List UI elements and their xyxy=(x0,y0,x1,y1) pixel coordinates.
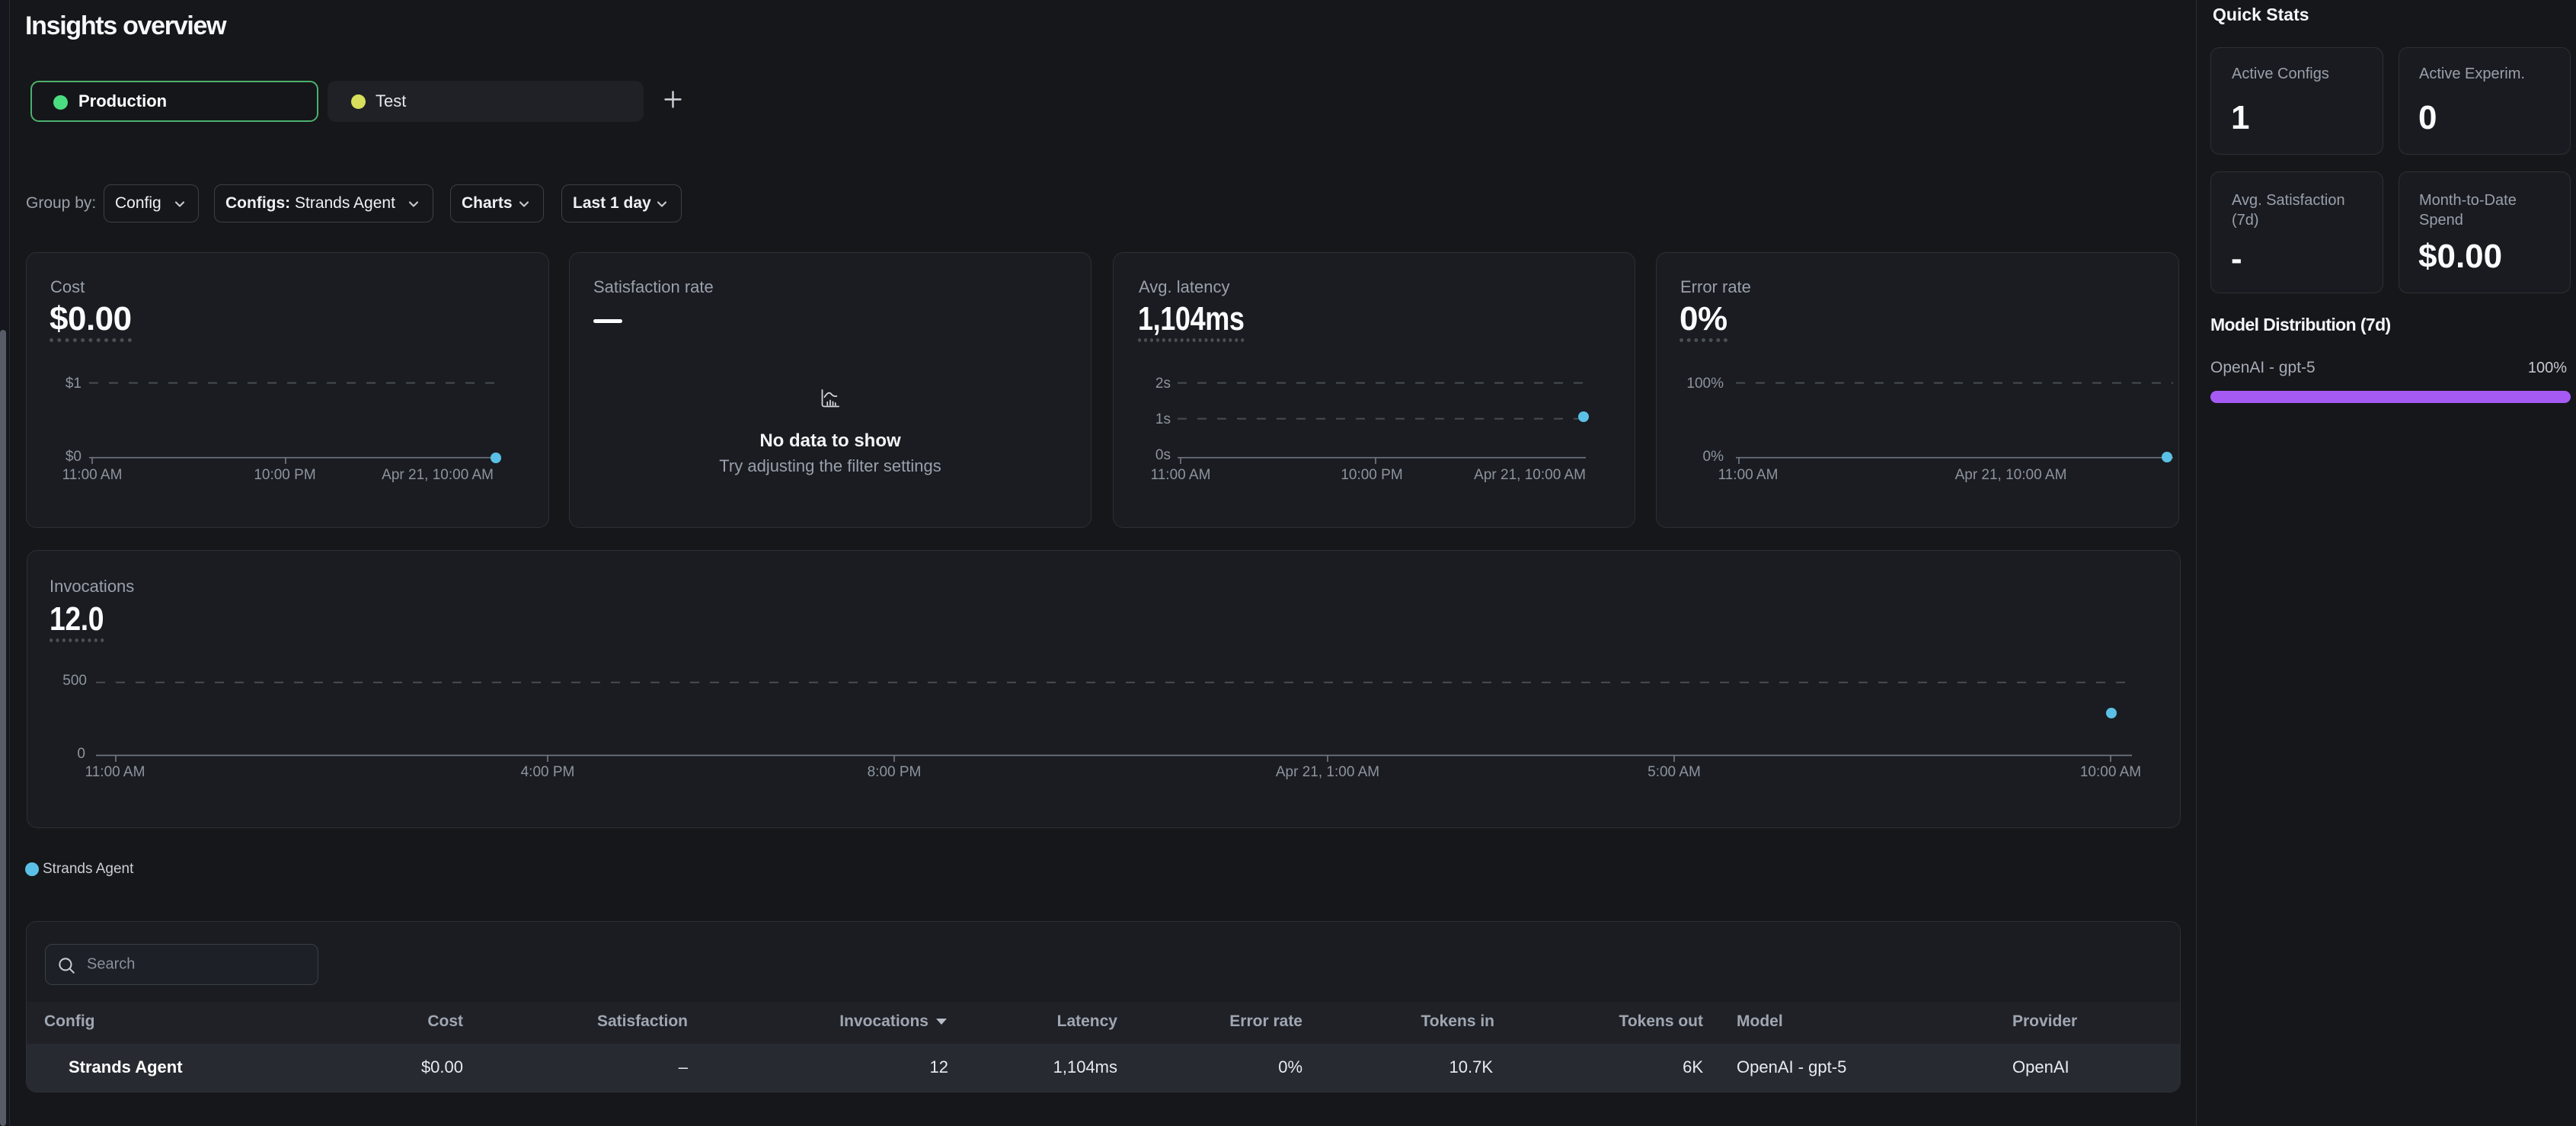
svg-text:8:00 PM: 8:00 PM xyxy=(868,764,922,780)
svg-text:10:00 PM: 10:00 PM xyxy=(254,467,315,483)
svg-text:4:00 PM: 4:00 PM xyxy=(521,764,575,780)
svg-text:Apr 21, 10:00 AM: Apr 21, 10:00 AM xyxy=(382,467,494,483)
svg-text:0%: 0% xyxy=(1703,449,1724,465)
svg-text:Apr 21, 10:00 AM: Apr 21, 10:00 AM xyxy=(1474,467,1586,483)
svg-text:Apr 21, 10:00 AM: Apr 21, 10:00 AM xyxy=(1955,467,2067,483)
svg-text:Apr 21, 1:00 AM: Apr 21, 1:00 AM xyxy=(1276,764,1379,780)
svg-text:$0: $0 xyxy=(66,449,81,465)
svg-text:11:00 AM: 11:00 AM xyxy=(62,467,123,483)
svg-text:10:00 PM: 10:00 PM xyxy=(1341,467,1402,483)
svg-text:100%: 100% xyxy=(1686,376,1724,392)
svg-text:0s: 0s xyxy=(1155,447,1171,463)
svg-text:0: 0 xyxy=(77,746,85,762)
svg-text:$1: $1 xyxy=(66,376,81,392)
svg-text:1s: 1s xyxy=(1155,411,1171,427)
svg-text:2s: 2s xyxy=(1155,376,1171,392)
svg-text:5:00 AM: 5:00 AM xyxy=(1648,764,1701,780)
svg-text:11:00 AM: 11:00 AM xyxy=(1151,467,1211,483)
svg-text:10:00 AM: 10:00 AM xyxy=(2080,764,2141,780)
svg-text:500: 500 xyxy=(62,673,87,689)
svg-text:11:00 AM: 11:00 AM xyxy=(85,764,145,780)
svg-text:11:00 AM: 11:00 AM xyxy=(1718,467,1779,483)
